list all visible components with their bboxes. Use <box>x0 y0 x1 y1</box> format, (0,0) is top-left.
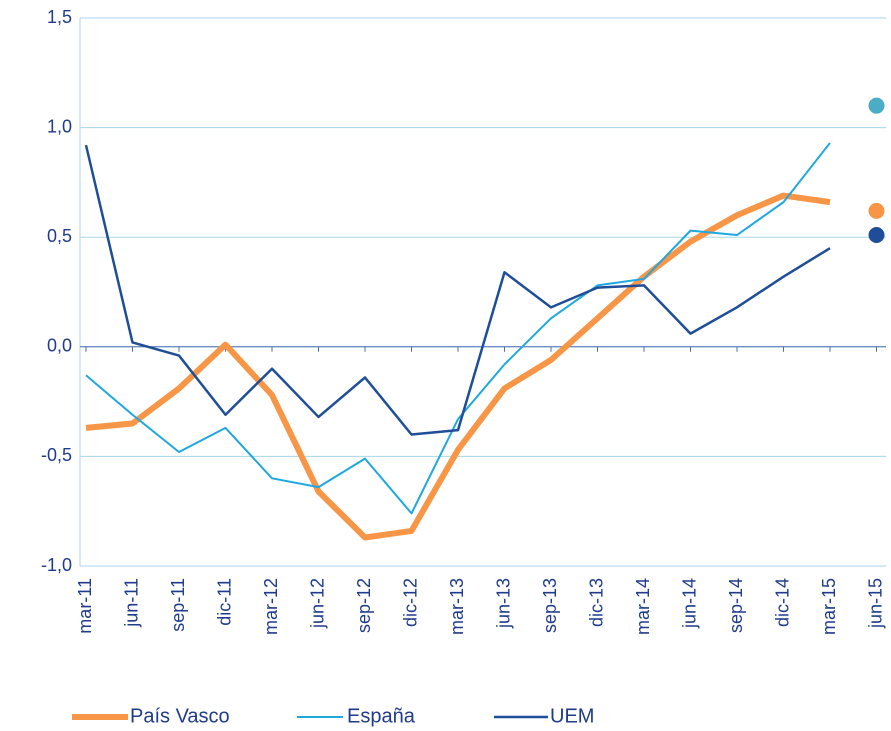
forecast-point <box>868 97 885 114</box>
legend-label: País Vasco <box>130 705 230 727</box>
line-series <box>85 192 831 541</box>
x-tick-label: jun-11 <box>121 578 141 628</box>
x-tick-label: mar-14 <box>633 578 653 635</box>
x-tick-label: mar-12 <box>261 578 281 635</box>
y-tick-label: 1,0 <box>47 116 72 136</box>
x-tick-label: dic-14 <box>772 578 792 627</box>
legend-label: UEM <box>550 705 594 727</box>
y-tick-label: 1,5 <box>47 7 72 27</box>
y-tick-label: -0,5 <box>41 445 72 465</box>
line-series <box>85 142 831 515</box>
x-tick-label: jun-13 <box>493 578 513 629</box>
x-tick-label: dic-13 <box>586 578 606 627</box>
y-tick-label: 0,5 <box>47 226 72 246</box>
x-tick-label: dic-11 <box>214 578 234 626</box>
x-tick-label: sep-13 <box>540 578 560 633</box>
y-tick-label: -1,0 <box>41 555 72 575</box>
x-tick-label: mar-11 <box>75 578 95 634</box>
y-tick-label: 0,0 <box>47 336 72 356</box>
forecast-point <box>868 227 885 244</box>
x-tick-label: jun-12 <box>307 578 327 629</box>
x-tick-label: mar-13 <box>447 578 467 635</box>
x-tick-label: dic-12 <box>400 578 420 627</box>
x-tick-label: jun-14 <box>679 578 699 629</box>
x-tick-label: jun-15 <box>865 578 885 629</box>
line-series <box>84 144 831 436</box>
forecast-point <box>868 202 885 219</box>
x-tick-label: sep-11 <box>168 578 188 632</box>
x-tick-label: sep-14 <box>726 578 746 633</box>
legend-label: España <box>347 705 416 727</box>
x-tick-label: mar-15 <box>819 578 839 635</box>
x-tick-label: sep-12 <box>354 578 374 633</box>
